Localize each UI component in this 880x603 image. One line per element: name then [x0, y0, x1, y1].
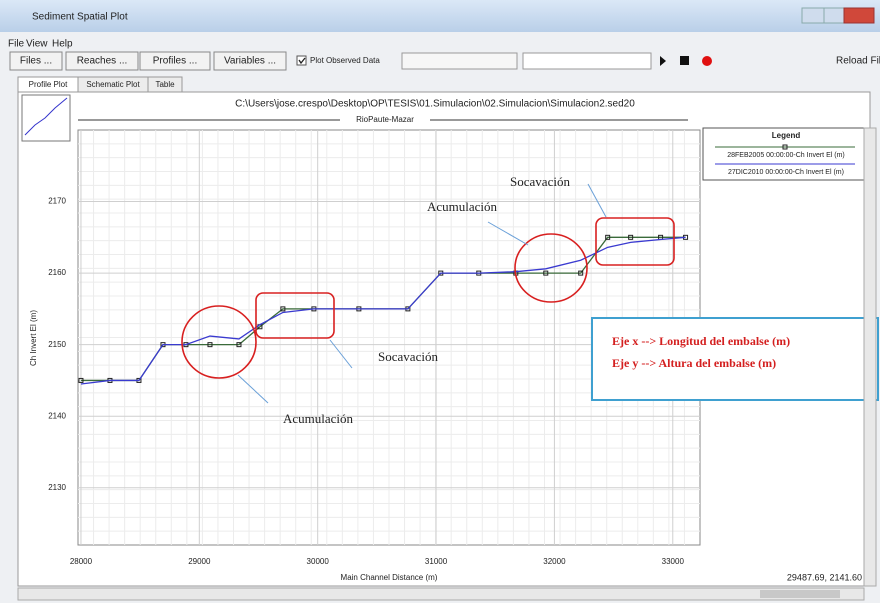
- scroll-thumb[interactable]: [760, 590, 840, 598]
- annotation: Socavación: [510, 174, 570, 189]
- toolbar-button-label[interactable]: Profiles ...: [153, 56, 197, 67]
- annotation-arrow: [329, 339, 353, 369]
- menu-item[interactable]: Help: [52, 39, 73, 50]
- record-button[interactable]: [702, 56, 712, 66]
- y-tick-label: 2130: [48, 483, 66, 492]
- play-button[interactable]: [660, 56, 666, 66]
- y-tick-label: 2150: [48, 340, 66, 349]
- legend-box: [702, 127, 870, 181]
- x-tick-label: 32000: [543, 557, 566, 566]
- marker: [543, 270, 549, 276]
- legend-title: Legend: [772, 131, 801, 140]
- title-bar: [0, 0, 880, 32]
- annotation-arrow: [587, 183, 607, 218]
- series-line: [80, 236, 686, 385]
- marker: [207, 342, 213, 348]
- x-axis-label: Main Channel Distance (m): [341, 573, 438, 582]
- annotation-arrow: [237, 374, 269, 404]
- text-box: [401, 52, 518, 70]
- x-tick-label: 33000: [662, 557, 685, 566]
- time-slider[interactable]: [522, 52, 652, 70]
- reach-label: RioPaute-Mazar: [356, 115, 414, 124]
- tab-label[interactable]: Profile Plot: [29, 80, 68, 89]
- checkbox[interactable]: [296, 55, 307, 66]
- tab-label[interactable]: Schematic Plot: [86, 80, 140, 89]
- stop-button[interactable]: [680, 56, 689, 65]
- x-tick-label: 31000: [425, 557, 448, 566]
- menu-bar: File View Help: [8, 39, 73, 50]
- highlight-box: [595, 217, 675, 266]
- status-coordinates: 29487.69, 2141.60: [787, 572, 862, 582]
- window-title: Sediment Spatial Plot: [32, 12, 128, 23]
- toolbar-button[interactable]: [139, 51, 211, 71]
- close-button[interactable]: [843, 7, 875, 24]
- legend-entry: 27DIC2010 00:00:00-Ch Invert El (m): [728, 169, 844, 176]
- menu-item[interactable]: File: [8, 39, 25, 50]
- toolbar-button[interactable]: [65, 51, 139, 71]
- x-tick-label: 28000: [70, 557, 93, 566]
- marker: [628, 234, 634, 240]
- marker: [236, 342, 242, 348]
- plot-area: 28000 29000 30000 31000 32000 33000 2130 2140 21…: [29, 127, 879, 582]
- reach-label-bg: [340, 114, 430, 126]
- y-axis-label: Ch Invert El (m): [29, 310, 38, 366]
- y-tick-label: 2160: [48, 268, 66, 277]
- toolbar-button[interactable]: [213, 51, 287, 71]
- tab-label[interactable]: Table: [155, 80, 175, 89]
- menu-item[interactable]: View: [26, 39, 48, 50]
- toolbar-button-label[interactable]: Files ...: [20, 56, 52, 67]
- checkbox-label[interactable]: Plot Observed Data: [310, 56, 380, 65]
- marker: [280, 306, 286, 312]
- note-box: [591, 317, 879, 401]
- y-tick-label: 2170: [48, 197, 66, 206]
- marker: [578, 270, 584, 276]
- x-tick-label: 30000: [307, 557, 330, 566]
- legend-entry: 28FEB2005 00:00:00-Ch Invert El (m): [727, 152, 845, 159]
- note-line: Eje x --> Longitud del embalse (m): [612, 334, 790, 348]
- annotation: Acumulación: [427, 199, 498, 214]
- maximize-button[interactable]: [823, 7, 845, 24]
- reload-button[interactable]: Reload File: [836, 56, 880, 67]
- marker: [78, 377, 84, 383]
- marker: [605, 234, 611, 240]
- annotation: Acumulación: [283, 411, 354, 426]
- tab-bar: Profile Plot Schematic Plot Table: [17, 76, 183, 93]
- annotation: Socavación: [378, 349, 438, 364]
- horizontal-scrollbar[interactable]: [17, 587, 865, 601]
- note-line: Eje y --> Altura del embalse (m): [612, 356, 776, 370]
- legend-marker: [782, 144, 788, 150]
- highlight-box: [255, 292, 335, 339]
- annotation-arrow: [487, 221, 529, 246]
- overview-thumbnail[interactable]: [21, 94, 71, 142]
- toolbar-button[interactable]: [9, 51, 63, 71]
- toolbar-button-label[interactable]: Variables ...: [224, 56, 276, 67]
- x-tick-label: 29000: [188, 557, 211, 566]
- vertical-scrollbar[interactable]: [863, 127, 877, 587]
- toolbar: Files ... Reaches ... Profiles ... Variable…: [9, 51, 880, 71]
- checkmark: [298, 57, 306, 65]
- plot-title: C:\Users\jose.crespo\Desktop\OP\TESIS\01…: [235, 99, 635, 110]
- highlight-circle: [181, 305, 257, 379]
- highlight-circle: [514, 233, 588, 303]
- y-tick-label: 2140: [48, 411, 66, 420]
- thumbnail-line: [24, 97, 68, 136]
- toolbar-button-label[interactable]: Reaches ...: [77, 56, 128, 67]
- minimize-button[interactable]: [801, 7, 825, 24]
